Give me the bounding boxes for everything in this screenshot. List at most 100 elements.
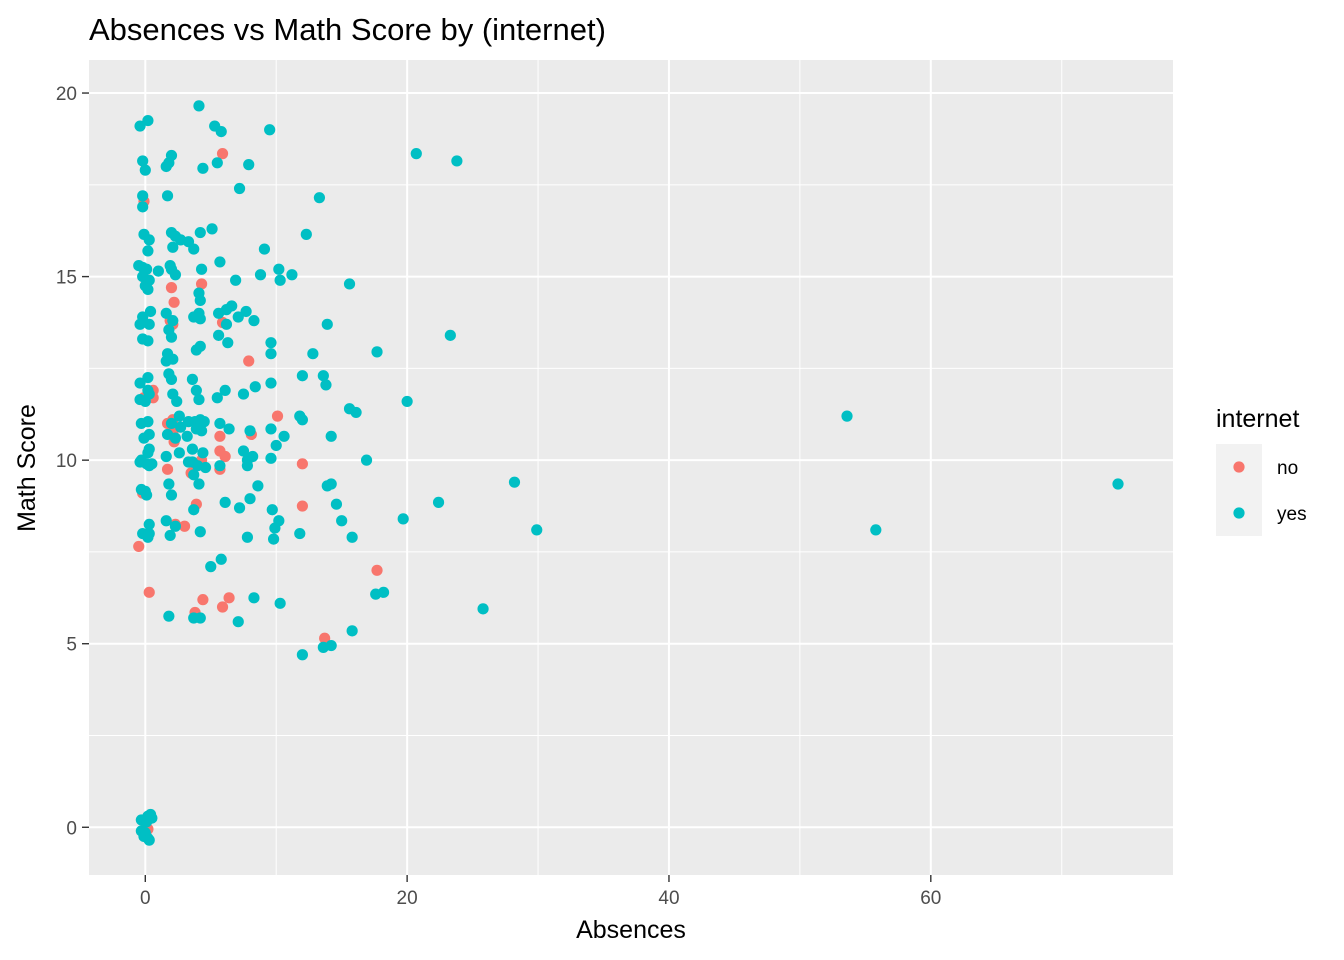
- point-no: [216, 601, 229, 613]
- point-yes: [252, 480, 264, 492]
- point-yes: [215, 125, 227, 138]
- point-yes: [508, 476, 521, 488]
- point-yes: [142, 283, 154, 296]
- point-yes: [444, 329, 456, 341]
- point-yes: [1112, 478, 1124, 490]
- point-yes: [165, 331, 178, 343]
- point-yes: [360, 454, 373, 466]
- point-yes: [165, 373, 178, 385]
- point-yes: [244, 493, 256, 505]
- point-yes: [397, 513, 409, 525]
- x-tick-label: 60: [920, 888, 941, 909]
- point-yes: [193, 478, 205, 490]
- point-yes: [164, 529, 176, 542]
- legend-label-yes: yes: [1277, 504, 1307, 525]
- point-yes: [307, 348, 319, 360]
- point-yes: [134, 318, 146, 330]
- point-yes: [167, 315, 179, 327]
- point-yes: [142, 114, 154, 127]
- point-yes: [350, 406, 362, 419]
- point-yes: [143, 318, 155, 330]
- point-no: [296, 500, 308, 512]
- point-yes: [138, 432, 150, 444]
- point-yes: [317, 370, 329, 382]
- legend-items: no yes: [1216, 444, 1307, 536]
- point-yes: [247, 450, 259, 463]
- legend: internet no yes: [1216, 405, 1307, 536]
- point-yes: [410, 148, 422, 160]
- point-yes: [270, 439, 282, 452]
- point-no: [296, 458, 308, 470]
- point-yes: [230, 274, 242, 286]
- point-yes: [330, 498, 343, 510]
- point-yes: [206, 223, 218, 235]
- point-yes: [142, 371, 154, 384]
- point-yes: [173, 447, 185, 459]
- y-tick-label: 15: [56, 268, 77, 289]
- point-yes: [531, 524, 543, 536]
- point-yes: [160, 515, 172, 527]
- point-yes: [181, 430, 193, 442]
- point-yes: [161, 190, 174, 202]
- point-yes: [343, 278, 356, 290]
- point-yes: [188, 243, 200, 255]
- point-yes: [211, 392, 223, 404]
- point-yes: [194, 612, 206, 624]
- point-no: [178, 520, 191, 532]
- point-yes: [377, 586, 390, 598]
- point-yes: [325, 430, 337, 442]
- point-yes: [346, 625, 358, 637]
- data-points: [133, 100, 1124, 846]
- point-yes: [146, 812, 158, 824]
- point-yes: [165, 417, 178, 430]
- point-yes: [241, 460, 254, 472]
- point-yes: [190, 384, 202, 397]
- point-no: [371, 564, 383, 576]
- point-yes: [194, 526, 206, 538]
- point-yes: [240, 305, 252, 318]
- point-yes: [142, 531, 154, 543]
- y-axis: 0 5 10 15 20: [56, 84, 89, 839]
- point-yes: [165, 489, 178, 501]
- point-yes: [321, 318, 333, 330]
- point-yes: [248, 592, 260, 604]
- point-yes: [300, 228, 312, 240]
- point-yes: [197, 447, 209, 459]
- point-yes: [219, 496, 231, 508]
- point-yes: [188, 504, 200, 516]
- point-yes: [137, 201, 149, 213]
- point-yes: [163, 610, 175, 622]
- point-yes: [213, 329, 225, 341]
- point-yes: [233, 182, 246, 195]
- point-yes: [294, 527, 306, 540]
- point-yes: [195, 425, 208, 437]
- point-yes: [137, 155, 149, 167]
- point-yes: [139, 164, 151, 176]
- point-yes: [163, 478, 175, 490]
- point-yes: [197, 162, 209, 174]
- point-yes: [254, 269, 267, 281]
- point-yes: [205, 561, 217, 573]
- y-tick-label: 20: [56, 84, 77, 105]
- point-yes: [870, 524, 882, 536]
- point-yes: [233, 502, 246, 514]
- point-no: [143, 586, 155, 598]
- point-yes: [841, 410, 853, 422]
- y-tick-label: 5: [66, 635, 77, 656]
- point-yes: [137, 190, 149, 202]
- chart-title: Absences vs Math Score by (internet): [89, 12, 606, 47]
- point-yes: [141, 489, 153, 501]
- point-yes: [296, 649, 308, 661]
- point-no: [195, 278, 208, 290]
- point-no: [271, 410, 284, 422]
- point-yes: [248, 315, 260, 327]
- point-yes: [215, 553, 227, 565]
- point-yes: [142, 335, 154, 347]
- point-yes: [273, 515, 285, 527]
- point-yes: [194, 226, 206, 239]
- point-no: [216, 148, 229, 160]
- x-tick-label: 0: [140, 888, 151, 909]
- point-yes: [265, 337, 277, 349]
- point-yes: [175, 421, 187, 433]
- point-yes: [223, 423, 235, 435]
